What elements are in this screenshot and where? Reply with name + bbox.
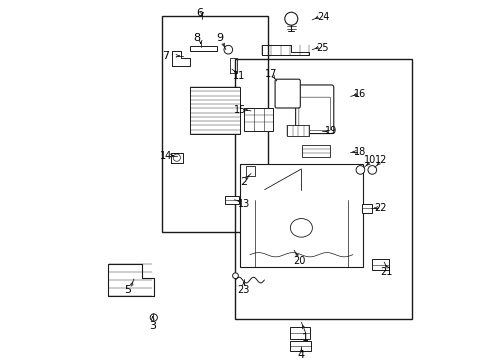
Text: 12: 12	[374, 155, 386, 165]
Text: 15: 15	[234, 105, 246, 115]
Text: 6: 6	[196, 8, 203, 18]
Text: 17: 17	[265, 69, 277, 79]
Circle shape	[224, 45, 232, 54]
Text: 20: 20	[292, 256, 305, 266]
Bar	[240, 164, 362, 267]
Bar	[189, 46, 217, 51]
Text: 13: 13	[237, 199, 249, 210]
Text: 18: 18	[353, 147, 365, 157]
Text: 19: 19	[324, 126, 336, 136]
Text: 24: 24	[316, 12, 328, 22]
Text: 21: 21	[380, 267, 392, 277]
Text: 22: 22	[374, 203, 386, 213]
FancyBboxPatch shape	[275, 79, 300, 108]
Bar	[371, 259, 388, 270]
Text: 7: 7	[162, 51, 169, 61]
Circle shape	[150, 314, 157, 321]
Text: 23: 23	[237, 285, 249, 295]
Circle shape	[367, 166, 376, 174]
Text: 11: 11	[232, 71, 244, 81]
Text: 10: 10	[363, 155, 375, 165]
Bar	[235, 59, 411, 319]
Circle shape	[232, 273, 238, 279]
Text: 5: 5	[124, 285, 131, 295]
Bar	[286, 125, 309, 136]
Text: 4: 4	[297, 350, 305, 360]
Circle shape	[355, 166, 364, 174]
Bar	[289, 341, 310, 351]
Bar	[290, 327, 309, 339]
Text: 3: 3	[149, 321, 156, 331]
Ellipse shape	[290, 219, 312, 237]
Text: 16: 16	[353, 89, 365, 99]
Bar	[244, 108, 273, 131]
Circle shape	[284, 12, 297, 25]
Text: 25: 25	[316, 42, 328, 53]
Bar	[224, 196, 238, 204]
Text: 1: 1	[302, 333, 308, 343]
Text: 8: 8	[193, 33, 200, 43]
Bar	[189, 87, 240, 134]
Text: 9: 9	[216, 33, 223, 43]
Bar	[361, 204, 371, 212]
Bar	[302, 145, 329, 157]
Bar	[162, 16, 267, 232]
Text: 2: 2	[240, 177, 247, 187]
Text: 14: 14	[160, 150, 172, 161]
FancyBboxPatch shape	[295, 85, 333, 134]
